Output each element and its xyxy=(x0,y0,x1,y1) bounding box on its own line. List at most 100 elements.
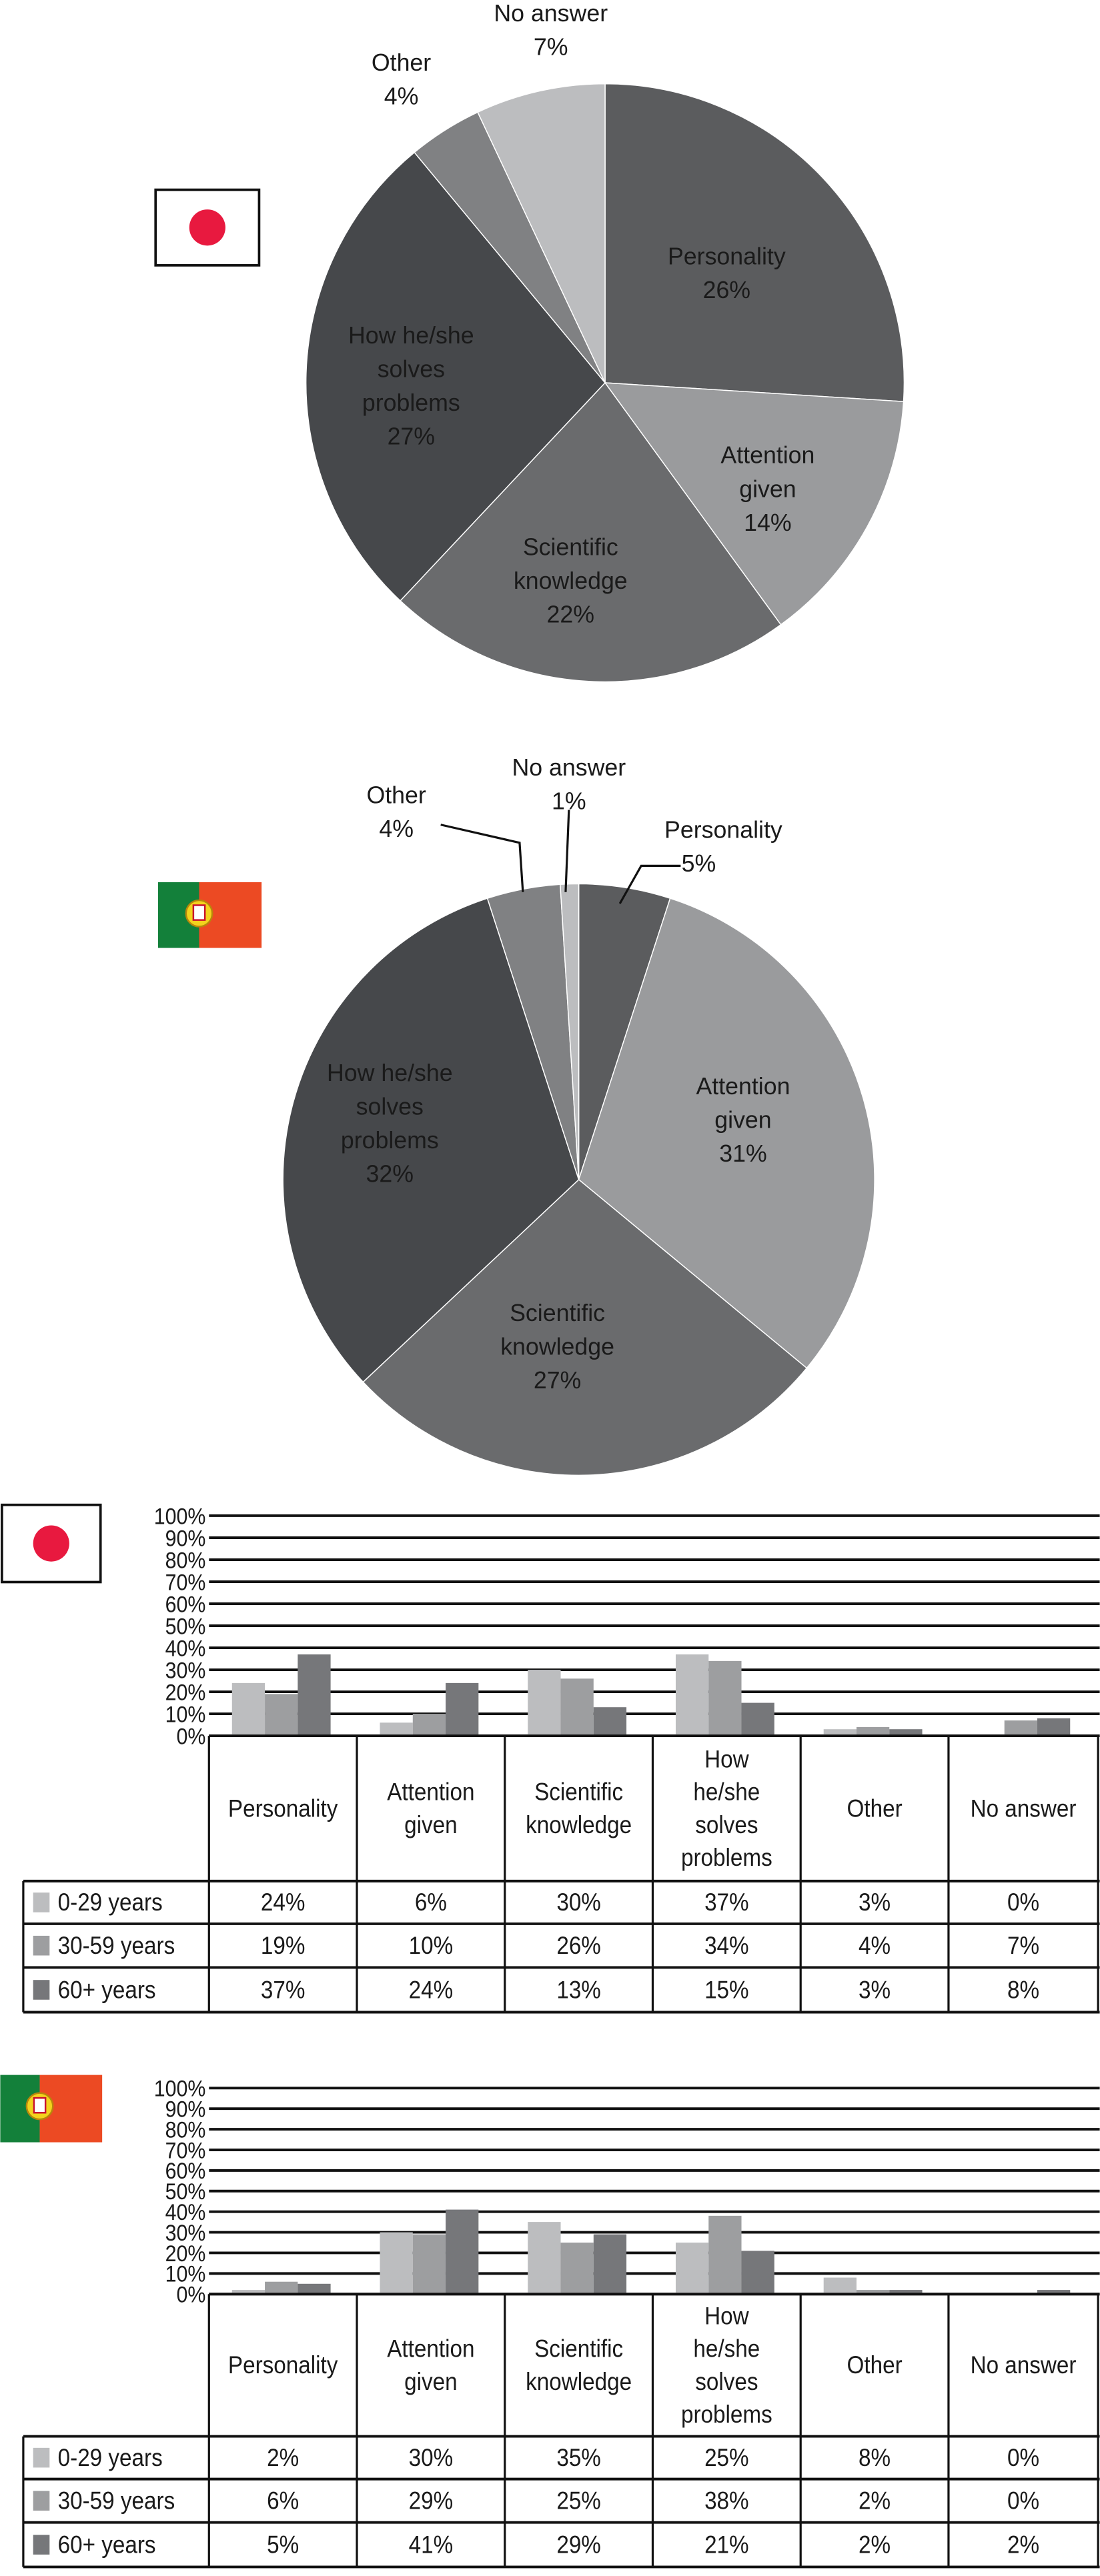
slice-label-how-he-she-solves-problems: solves xyxy=(356,1094,424,1120)
y-tick-label: 100% xyxy=(154,1503,206,1528)
category-label-how-he-she-solves-problems: problems xyxy=(681,1844,772,1872)
table-cell-0-29-years-scientific-knowledge: 35% xyxy=(556,2444,601,2471)
bar-0-29-years-how-he-she-solves-problems xyxy=(675,2243,709,2295)
y-tick-label: 40% xyxy=(165,2199,206,2225)
y-tick-label: 10% xyxy=(165,2261,206,2287)
slice-value-personality: 5% xyxy=(682,850,716,877)
portugal-flag-bar xyxy=(0,2075,103,2143)
pie-slice-attention-given xyxy=(578,898,875,1369)
slice-label-no-answer: No answer xyxy=(512,754,626,781)
slice-value-attention-given: 14% xyxy=(744,509,792,536)
slice-value-no-answer: 7% xyxy=(534,34,568,61)
y-tick-label: 90% xyxy=(165,2097,206,2122)
bar-0-29-years-personality xyxy=(231,2290,265,2295)
table-cell-60-years-how-he-she-solves-problems: 21% xyxy=(704,2531,749,2559)
bar-60-years-scientific-knowledge xyxy=(593,1707,627,1736)
bar-60-years-no-answer xyxy=(1037,1718,1071,1736)
table-cell-60-years-how-he-she-solves-problems: 15% xyxy=(704,1977,749,2004)
bar-30-59-years-scientific-knowledge xyxy=(560,1678,594,1736)
y-tick-label: 30% xyxy=(165,1658,206,1683)
table-cell-0-29-years-no-answer: 0% xyxy=(1007,1889,1039,1916)
table-cell-0-29-years-no-answer: 0% xyxy=(1007,2444,1039,2471)
bar-30-59-years-how-he-she-solves-problems xyxy=(708,1660,742,1736)
slice-label-how-he-she-solves-problems: problems xyxy=(341,1127,439,1154)
table-cell-30-59-years-how-he-she-solves-problems: 34% xyxy=(704,1932,749,1959)
slice-label-other: Other xyxy=(372,49,431,76)
slice-label-scientific-knowledge: knowledge xyxy=(500,1333,614,1360)
pie-slice-scientific-knowledge xyxy=(400,381,782,683)
legend-label-30-59-years: 30-59 years xyxy=(58,1932,175,1959)
table-cell-30-59-years-other: 4% xyxy=(859,1932,891,1959)
bar-30-59-years-scientific-knowledge xyxy=(560,2243,594,2295)
slice-value-personality: 26% xyxy=(703,277,751,303)
category-label-scientific-knowledge: knowledge xyxy=(526,2368,632,2395)
pie-chart-japan: Personality 26% Attention given 14% Scientifi… xyxy=(305,0,905,683)
japan-flag-pie xyxy=(154,188,261,267)
slice-label-scientific-knowledge: knowledge xyxy=(514,567,628,594)
bar-0-29-years-other xyxy=(823,1729,857,1736)
bar-60-years-scientific-knowledge xyxy=(593,2234,627,2295)
table-cell-60-years-scientific-knowledge: 13% xyxy=(556,1977,601,2004)
legend-label-0-29-years: 0-29 years xyxy=(58,1889,163,1916)
y-tick-label: 70% xyxy=(165,2138,206,2163)
slice-label-attention-given: Attention xyxy=(696,1073,790,1100)
bar-30-59-years-other xyxy=(856,1726,890,1736)
bar-0-29-years-scientific-knowledge xyxy=(528,1670,561,1736)
slice-label-how-he-she-solves-problems: How he/she xyxy=(348,322,474,349)
table-cell-0-29-years-personality: 24% xyxy=(261,1889,306,1916)
category-label-other: Other xyxy=(847,2352,902,2379)
bar-chart-japan: 100%90%80%70%60%50%40%30%20%10%0%Persona… xyxy=(22,1503,1100,2014)
table-cell-60-years-no-answer: 2% xyxy=(1007,2531,1039,2559)
y-tick-label: 40% xyxy=(165,1636,206,1661)
category-label-how-he-she-solves-problems: solves xyxy=(695,2368,758,2395)
slice-label-personality: Personality xyxy=(668,243,786,270)
table-cell-60-years-no-answer: 8% xyxy=(1007,1977,1039,2004)
y-tick-label: 90% xyxy=(165,1526,206,1551)
pie-chart-portugal: Personality 5% Attention given 31% Scientific… xyxy=(282,754,875,1476)
slice-label-attention-given: given xyxy=(739,475,796,502)
bar-60-years-attention-given xyxy=(446,2209,479,2295)
y-tick-label: 30% xyxy=(165,2220,206,2245)
slice-value-how-he-she-solves-problems: 32% xyxy=(366,1161,414,1188)
table-cell-0-29-years-how-he-she-solves-problems: 37% xyxy=(704,1889,749,1916)
table-cell-30-59-years-attention-given: 10% xyxy=(409,1932,454,1959)
pie-slice-how-he-she-solves-problems xyxy=(305,151,606,601)
slice-label-how-he-she-solves-problems: solves xyxy=(378,355,445,382)
table-cell-30-59-years-scientific-knowledge: 26% xyxy=(556,1932,601,1959)
category-label-scientific-knowledge: knowledge xyxy=(526,1811,632,1838)
bar-30-59-years-no-answer xyxy=(1004,1720,1037,1736)
legend-swatch-60-years xyxy=(33,2535,50,2555)
pie-slice-personality xyxy=(604,83,905,402)
table-cell-0-29-years-other: 3% xyxy=(859,1889,891,1916)
category-label-attention-given: given xyxy=(404,1811,457,1838)
slice-label-personality: Personality xyxy=(664,816,782,843)
y-tick-label: 10% xyxy=(165,1702,206,1727)
table-cell-0-29-years-other: 8% xyxy=(859,2444,891,2471)
table-cell-30-59-years-scientific-knowledge: 25% xyxy=(556,2487,601,2515)
slice-label-attention-given: Attention xyxy=(720,442,814,469)
pie-slice-no-answer xyxy=(477,83,606,383)
leader-line xyxy=(564,810,570,892)
legend-swatch-0-29-years xyxy=(33,1892,50,1912)
table-cell-60-years-attention-given: 41% xyxy=(409,2531,454,2559)
bar-60-years-how-he-she-solves-problems xyxy=(741,1702,774,1736)
table-cell-30-59-years-no-answer: 0% xyxy=(1007,2487,1039,2515)
legend-label-60-years: 60+ years xyxy=(58,1977,156,2004)
y-tick-label: 0% xyxy=(177,2282,206,2307)
legend-swatch-30-59-years xyxy=(33,1935,50,1956)
y-tick-label: 80% xyxy=(165,2117,206,2143)
slice-label-how-he-she-solves-problems: problems xyxy=(362,389,460,416)
pie-slice-how-he-she-solves-problems xyxy=(282,898,580,1383)
slice-value-how-he-she-solves-problems: 27% xyxy=(388,423,436,449)
category-label-personality: Personality xyxy=(228,1795,338,1822)
legend-label-60-years: 60+ years xyxy=(58,2531,156,2559)
y-tick-label: 60% xyxy=(165,2158,206,2183)
table-cell-60-years-personality: 37% xyxy=(261,1977,306,2004)
legend-label-0-29-years: 0-29 years xyxy=(58,2444,163,2471)
category-label-attention-given: Attention xyxy=(387,1778,474,1806)
slice-value-other: 4% xyxy=(384,83,419,109)
bar-60-years-no-answer xyxy=(1037,2290,1071,2295)
slice-value-scientific-knowledge: 22% xyxy=(547,601,595,628)
bar-60-years-attention-given xyxy=(446,1682,479,1736)
table-cell-30-59-years-attention-given: 29% xyxy=(409,2487,454,2515)
